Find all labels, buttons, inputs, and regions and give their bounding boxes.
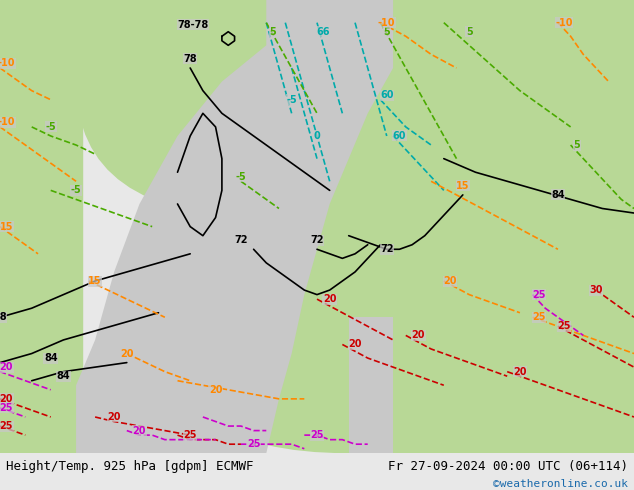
Text: 20: 20 xyxy=(348,340,362,349)
Text: 78: 78 xyxy=(183,54,197,64)
Text: 72: 72 xyxy=(310,235,324,245)
Text: 20: 20 xyxy=(411,330,425,341)
Text: Fr 27-09-2024 00:00 UTC (06+114): Fr 27-09-2024 00:00 UTC (06+114) xyxy=(387,460,628,473)
Bar xyxy=(393,0,634,453)
Text: 72: 72 xyxy=(234,235,248,245)
Text: 60: 60 xyxy=(392,131,406,141)
Text: 25: 25 xyxy=(532,290,546,299)
Text: 25: 25 xyxy=(183,430,197,440)
Text: 72: 72 xyxy=(380,245,394,254)
Bar xyxy=(0,0,82,453)
Text: 20: 20 xyxy=(120,348,134,359)
Text: 25: 25 xyxy=(247,439,261,449)
Text: -5: -5 xyxy=(236,172,246,182)
Text: -10: -10 xyxy=(0,118,15,127)
Text: 20: 20 xyxy=(443,276,457,286)
Text: 5: 5 xyxy=(466,27,472,37)
Text: 20: 20 xyxy=(0,362,13,372)
Text: 0: 0 xyxy=(314,131,320,141)
Text: 20: 20 xyxy=(513,367,527,377)
Text: 84: 84 xyxy=(551,190,565,200)
Text: -10: -10 xyxy=(0,58,15,69)
Text: 84: 84 xyxy=(44,353,58,363)
Text: 78-78: 78-78 xyxy=(178,20,209,30)
Text: -10: -10 xyxy=(378,18,396,27)
Text: 30: 30 xyxy=(589,285,603,295)
Text: 20: 20 xyxy=(133,426,146,436)
Text: -5: -5 xyxy=(71,185,81,196)
Text: -5: -5 xyxy=(287,95,297,105)
Text: 15: 15 xyxy=(456,181,470,191)
Text: 84: 84 xyxy=(56,371,70,381)
Text: 60: 60 xyxy=(380,90,394,100)
FancyBboxPatch shape xyxy=(158,68,602,453)
Text: 5: 5 xyxy=(269,27,276,37)
FancyBboxPatch shape xyxy=(76,0,583,218)
Polygon shape xyxy=(76,0,393,453)
Text: Height/Temp. 925 hPa [gdpm] ECMWF: Height/Temp. 925 hPa [gdpm] ECMWF xyxy=(6,460,254,473)
Text: 20: 20 xyxy=(323,294,337,304)
Text: 5: 5 xyxy=(574,140,580,150)
Text: -10: -10 xyxy=(555,18,573,27)
Text: 20: 20 xyxy=(0,394,13,404)
Text: 15: 15 xyxy=(88,276,102,286)
Polygon shape xyxy=(349,318,393,453)
Text: ©weatheronline.co.uk: ©weatheronline.co.uk xyxy=(493,480,628,490)
Text: 78: 78 xyxy=(0,312,7,322)
Text: 25: 25 xyxy=(532,312,546,322)
Text: 66: 66 xyxy=(316,27,330,37)
Text: -5: -5 xyxy=(46,122,56,132)
Text: 25: 25 xyxy=(557,321,571,331)
Text: 15: 15 xyxy=(0,221,13,232)
Text: 20: 20 xyxy=(209,385,223,395)
Text: 25: 25 xyxy=(0,403,13,413)
Text: 25: 25 xyxy=(0,421,13,431)
Text: 5: 5 xyxy=(384,27,390,37)
Text: 20: 20 xyxy=(107,412,121,422)
Text: 25: 25 xyxy=(310,430,324,440)
